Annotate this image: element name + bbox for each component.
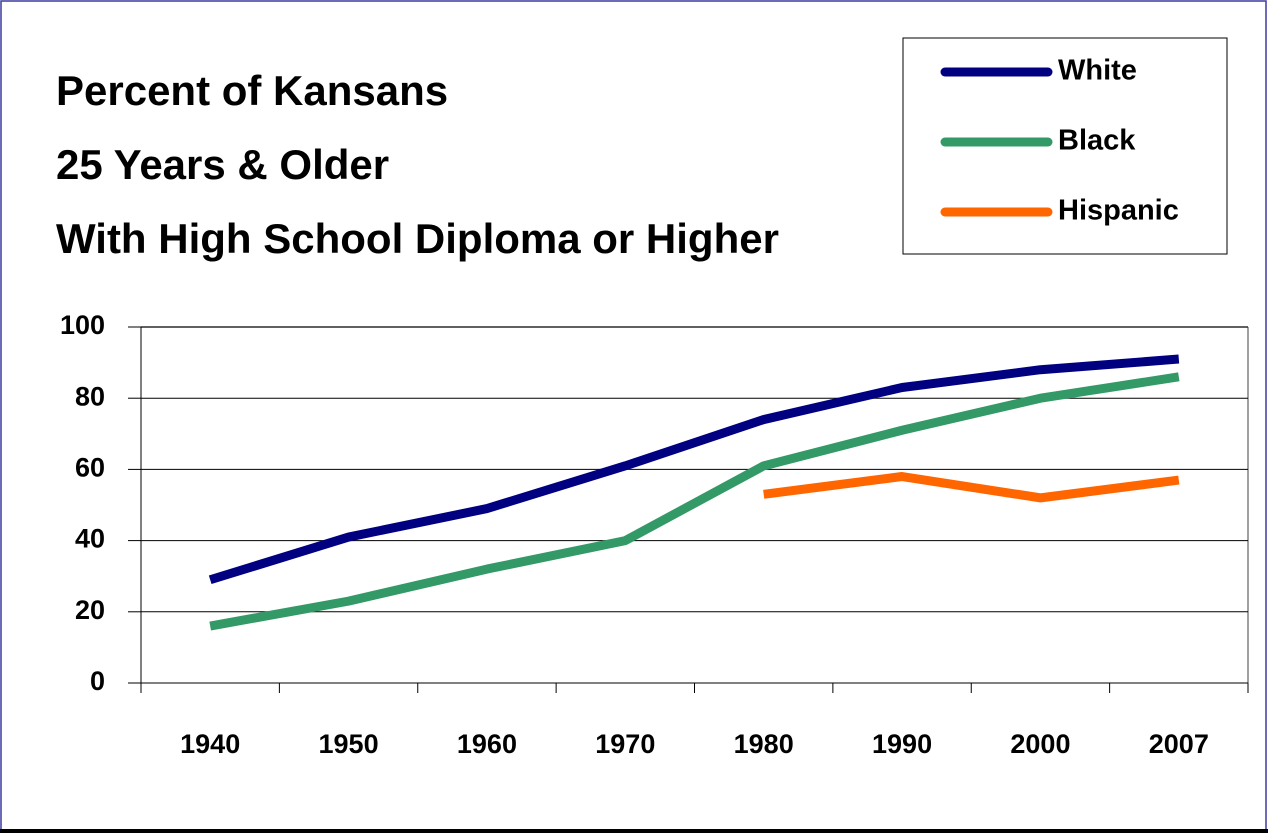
series-line xyxy=(763,472,1180,503)
x-tick-label: 1960 xyxy=(457,729,517,759)
y-tick-label: 20 xyxy=(75,595,105,625)
x-tick-label: 1940 xyxy=(180,729,240,759)
x-tick-label: 1950 xyxy=(319,729,379,759)
x-tick-label: 2007 xyxy=(1149,729,1209,759)
chart-title: 25 Years & Older xyxy=(56,141,389,188)
y-tick-label: 80 xyxy=(75,381,105,411)
series-line xyxy=(208,354,1180,585)
y-tick-label: 40 xyxy=(75,524,105,554)
legend-label: Black xyxy=(1058,125,1136,157)
x-tick-label: 1980 xyxy=(734,729,794,759)
x-tick-label: 2000 xyxy=(1010,729,1070,759)
x-tick-label: 1990 xyxy=(872,729,932,759)
chart-title: Percent of Kansans xyxy=(56,67,448,114)
y-tick-label: 0 xyxy=(90,666,105,696)
legend-label: White xyxy=(1058,55,1137,87)
series-line xyxy=(209,372,1180,631)
y-tick-label: 100 xyxy=(60,310,105,340)
chart-title: With High School Diploma or Higher xyxy=(56,215,779,262)
y-tick-label: 60 xyxy=(75,453,105,483)
x-tick-label: 1970 xyxy=(595,729,655,759)
legend-label: Hispanic xyxy=(1058,195,1179,227)
